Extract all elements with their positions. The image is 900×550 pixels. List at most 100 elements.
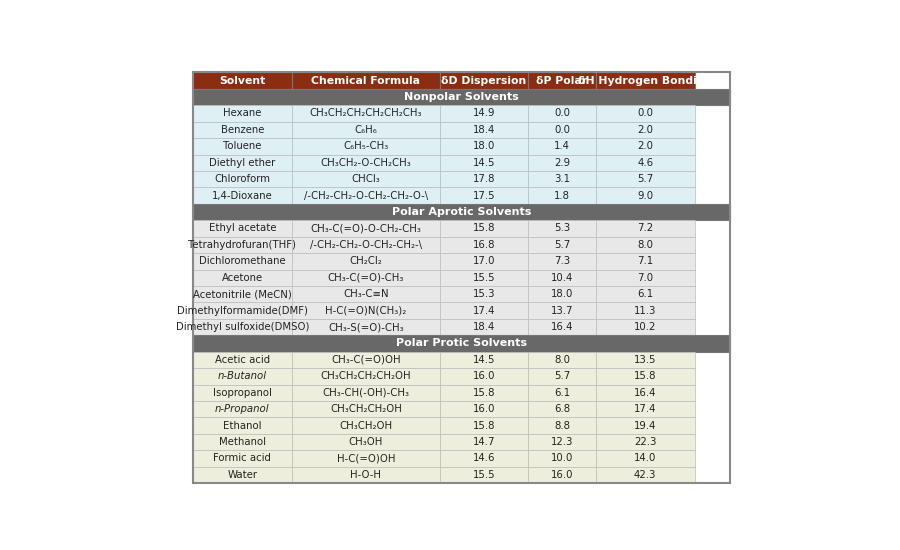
Text: 7.0: 7.0 — [637, 273, 653, 283]
Bar — [193, 368, 292, 384]
Text: 10.0: 10.0 — [551, 454, 573, 464]
Bar — [596, 302, 695, 319]
Text: 3.1: 3.1 — [554, 174, 570, 184]
Text: Chemical Formula: Chemical Formula — [311, 75, 420, 86]
Text: 42.3: 42.3 — [634, 470, 656, 480]
Text: 5.3: 5.3 — [554, 223, 570, 233]
Bar — [596, 417, 695, 434]
Text: 14.9: 14.9 — [472, 108, 495, 118]
Text: 14.6: 14.6 — [472, 454, 495, 464]
Text: 16.4: 16.4 — [634, 388, 656, 398]
Text: CHCl₃: CHCl₃ — [352, 174, 381, 184]
Bar — [292, 319, 440, 336]
Bar — [528, 384, 596, 401]
Bar — [528, 401, 596, 417]
Text: 17.4: 17.4 — [634, 404, 656, 414]
Bar — [440, 171, 528, 188]
Bar — [440, 467, 528, 483]
Bar — [596, 122, 695, 138]
Text: CH₃-CH(-OH)-CH₃: CH₃-CH(-OH)-CH₃ — [322, 388, 410, 398]
Bar — [528, 450, 596, 467]
Text: CH₃CH₂-O-CH₂CH₃: CH₃CH₂-O-CH₂CH₃ — [320, 158, 411, 168]
Bar — [528, 73, 596, 89]
Text: CH₃OH: CH₃OH — [348, 437, 383, 447]
Text: δH Hydrogen Bonding: δH Hydrogen Bonding — [578, 75, 712, 86]
Text: Dimethyl sulfoxide(DMSO): Dimethyl sulfoxide(DMSO) — [176, 322, 309, 332]
Bar — [292, 253, 440, 270]
Text: 1,4-Dioxane: 1,4-Dioxane — [212, 191, 273, 201]
Text: 18.4: 18.4 — [472, 322, 495, 332]
Bar — [193, 73, 292, 89]
Text: Hexane: Hexane — [223, 108, 262, 118]
Text: CH₃CH₂CH₂OH: CH₃CH₂CH₂OH — [330, 404, 402, 414]
Bar — [292, 434, 440, 450]
Bar — [292, 155, 440, 171]
Text: 5.7: 5.7 — [554, 371, 570, 381]
Bar — [440, 253, 528, 270]
Text: Acetonitrile (MeCN): Acetonitrile (MeCN) — [193, 289, 292, 299]
Text: CH₃-C(=O)-O-CH₂-CH₃: CH₃-C(=O)-O-CH₂-CH₃ — [310, 223, 421, 233]
Text: 0.0: 0.0 — [554, 108, 570, 118]
Text: 10.2: 10.2 — [634, 322, 656, 332]
Text: CH₃CH₂CH₂CH₂CH₂CH₃: CH₃CH₂CH₂CH₂CH₂CH₃ — [310, 108, 422, 118]
Bar — [596, 253, 695, 270]
Text: /-CH₂-CH₂-O-CH₂-CH₂-O-\: /-CH₂-CH₂-O-CH₂-CH₂-O-\ — [304, 191, 428, 201]
Bar — [193, 204, 730, 220]
Text: CH₃CH₂CH₂CH₂OH: CH₃CH₂CH₂CH₂OH — [320, 371, 411, 381]
Text: 17.4: 17.4 — [472, 306, 495, 316]
Bar — [292, 450, 440, 467]
Bar — [528, 302, 596, 319]
Text: 16.4: 16.4 — [551, 322, 573, 332]
Text: Methanol: Methanol — [219, 437, 266, 447]
Text: CH₃-C(=O)-CH₃: CH₃-C(=O)-CH₃ — [328, 273, 404, 283]
Bar — [440, 434, 528, 450]
Bar — [193, 319, 292, 336]
Bar — [193, 302, 292, 319]
Text: Dimethylformamide(DMF): Dimethylformamide(DMF) — [177, 306, 308, 316]
Bar — [193, 450, 292, 467]
Bar — [528, 434, 596, 450]
Bar — [193, 155, 292, 171]
Text: 17.8: 17.8 — [472, 174, 495, 184]
Text: 8.0: 8.0 — [554, 355, 570, 365]
Bar — [528, 155, 596, 171]
Text: 14.0: 14.0 — [634, 454, 656, 464]
Bar — [292, 384, 440, 401]
Bar — [193, 171, 292, 188]
Bar — [596, 286, 695, 302]
Text: Dichloromethane: Dichloromethane — [199, 256, 285, 266]
Text: /-CH₂-CH₂-O-CH₂-CH₂-\: /-CH₂-CH₂-O-CH₂-CH₂-\ — [310, 240, 422, 250]
Text: 17.0: 17.0 — [472, 256, 495, 266]
Bar — [292, 171, 440, 188]
Bar — [440, 450, 528, 467]
Text: 13.7: 13.7 — [551, 306, 573, 316]
Bar — [596, 319, 695, 336]
Text: 16.0: 16.0 — [472, 371, 495, 381]
Bar — [528, 270, 596, 286]
Bar — [193, 286, 292, 302]
Bar — [440, 73, 528, 89]
Bar — [596, 138, 695, 155]
Bar — [596, 450, 695, 467]
Text: n-Butanol: n-Butanol — [218, 371, 267, 381]
Text: Water: Water — [228, 470, 257, 480]
Bar — [596, 384, 695, 401]
Bar — [193, 122, 292, 138]
Text: 15.8: 15.8 — [472, 223, 495, 233]
Bar — [528, 236, 596, 253]
Bar — [440, 270, 528, 286]
Text: 18.4: 18.4 — [472, 125, 495, 135]
Bar — [292, 122, 440, 138]
Text: 6.8: 6.8 — [554, 404, 570, 414]
Bar — [528, 138, 596, 155]
Bar — [193, 253, 292, 270]
Text: 19.4: 19.4 — [634, 421, 656, 431]
Text: δD Dispersion: δD Dispersion — [442, 75, 526, 86]
Bar — [596, 171, 695, 188]
Bar — [596, 270, 695, 286]
Text: Tetrahydrofuran(THF): Tetrahydrofuran(THF) — [188, 240, 296, 250]
Bar — [528, 171, 596, 188]
Text: H-O-H: H-O-H — [350, 470, 382, 480]
Text: Polar Protic Solvents: Polar Protic Solvents — [396, 338, 526, 349]
Text: 6.1: 6.1 — [554, 388, 570, 398]
